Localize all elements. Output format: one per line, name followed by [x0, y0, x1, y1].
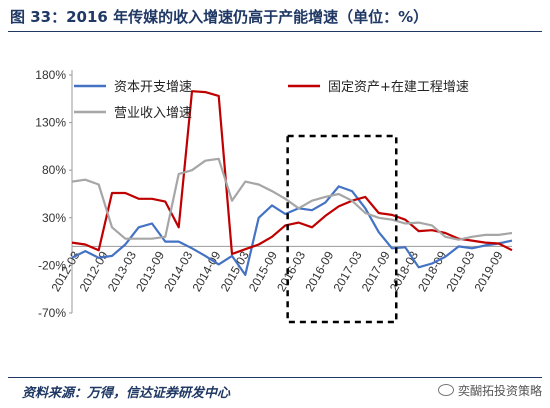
legend-label-1: 资本开支增速 [114, 80, 192, 95]
watermark: 奕醐拓投资策略 [437, 382, 542, 399]
title-divider [8, 31, 542, 32]
source-note: 资料来源：万得，信达证券研发中心 [22, 386, 231, 401]
highlight-box [286, 134, 398, 324]
figure-title: 图 33：2016 年传媒的收入增速仍高于产能增速（单位：%） [10, 8, 429, 26]
y-tick-label: -70% [38, 306, 66, 320]
chart-axes: 180%130%80%30%-20%-70%2012-032012-092013… [35, 68, 512, 320]
series-line-3 [71, 157, 513, 241]
series-line-1 [71, 185, 513, 276]
watermark-text: 奕醐拓投资策略 [457, 384, 542, 398]
legend-label-3: 营业收入增速 [114, 106, 192, 121]
legend-label-2: 固定资产+在建工程增速 [328, 80, 469, 95]
y-tick-label: -20% [38, 258, 66, 272]
y-tick-label: 30% [42, 211, 66, 225]
wechat-icon [437, 384, 454, 396]
y-tick-label: 130% [35, 116, 66, 130]
chart-plot-area [71, 90, 513, 324]
y-tick-label: 80% [42, 163, 66, 177]
source-divider [8, 377, 542, 378]
y-tick-label: 180% [35, 68, 66, 82]
